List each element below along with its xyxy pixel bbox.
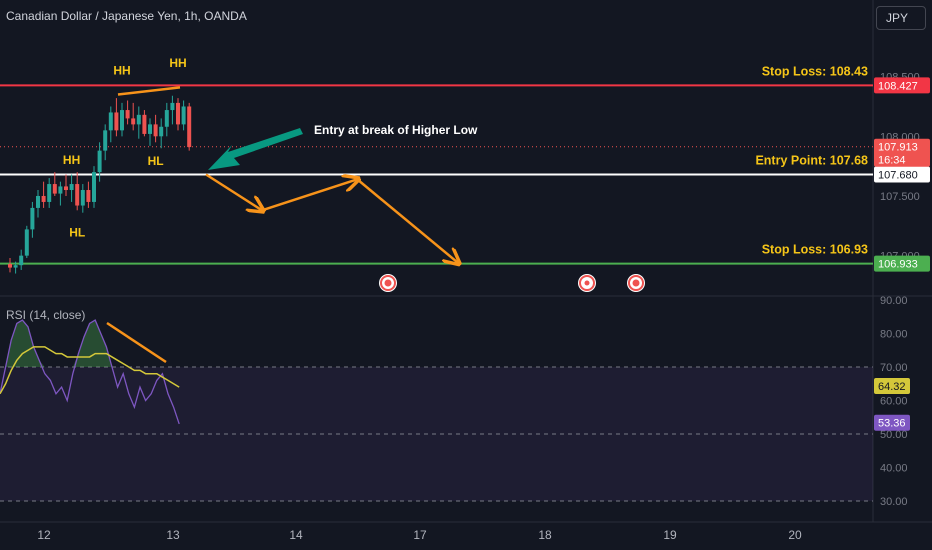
candle-body xyxy=(164,110,169,127)
japan-flag-icon xyxy=(627,274,645,292)
time-axis-tick: 14 xyxy=(289,528,303,542)
japan-flag-icon-ring xyxy=(628,275,644,291)
candle-body xyxy=(108,112,113,131)
rsi-axis-tick: 80.00 xyxy=(880,329,908,341)
rsi-value-tag-bg xyxy=(874,414,910,431)
swing-label-hh: HH xyxy=(63,153,80,167)
candle-body xyxy=(148,124,152,134)
candle-body xyxy=(86,190,91,202)
projection-arrow xyxy=(261,179,357,212)
level-tag-bg xyxy=(874,166,930,183)
candle-body xyxy=(52,184,57,194)
candle-body xyxy=(64,186,68,191)
time-axis-tick: 17 xyxy=(413,528,427,542)
entry-note: Entry at break of Higher Low xyxy=(314,123,478,137)
time-axis-tick: 13 xyxy=(166,528,180,542)
candle-body xyxy=(153,124,158,137)
time-axis-tick: 19 xyxy=(663,528,677,542)
projection-arrow xyxy=(356,178,458,263)
candle-body xyxy=(120,110,124,131)
price-axis-tick: 107.500 xyxy=(880,191,920,203)
candle-body xyxy=(92,172,96,202)
canada-flag-icon-center xyxy=(584,280,590,286)
candle-body xyxy=(159,126,164,137)
level-tag: 108.427 xyxy=(878,80,918,92)
rsi-ma-line xyxy=(0,346,180,395)
rsi-divergence-line xyxy=(106,321,167,364)
candle-body xyxy=(131,118,136,125)
symbol-title: Canadian Dollar / Japanese Yen, 1h, OAND… xyxy=(6,9,247,23)
rsi-line xyxy=(0,319,180,425)
swing-label-hh: HH xyxy=(113,63,130,77)
canada-flag-icon-ring xyxy=(579,275,595,291)
japan-flag-icon-center xyxy=(632,279,640,287)
candle-body xyxy=(97,150,102,173)
teal-arrow xyxy=(208,128,303,170)
level-tag-bg xyxy=(874,255,930,272)
candle-body xyxy=(176,102,180,125)
time-axis-tick: 18 xyxy=(538,528,552,542)
canada-flag-icon xyxy=(578,274,596,292)
candle-body xyxy=(58,186,63,194)
candle-body xyxy=(170,102,175,111)
last-price-tag: 107.913 xyxy=(878,142,918,154)
candle-body xyxy=(114,112,119,131)
candle-body xyxy=(8,264,12,268)
level-tag: 107.680 xyxy=(878,170,918,182)
rsi-axis-tick: 40.00 xyxy=(880,463,908,475)
rsi-title: RSI (14, close) xyxy=(6,308,86,322)
rsi-axis-tick: 50.00 xyxy=(880,429,908,441)
candle-body xyxy=(136,114,141,125)
rsi-ma-tag: 64.32 xyxy=(878,381,906,393)
level-tag: 106.933 xyxy=(878,259,918,271)
rsi-ma-tag-bg xyxy=(874,378,910,395)
rsi-overbought-fill xyxy=(0,320,180,367)
candle-body xyxy=(36,195,40,208)
candle-body xyxy=(142,114,147,134)
time-axis-tick: 20 xyxy=(788,528,802,542)
swing-label-hh: HH xyxy=(169,56,186,70)
candle-body xyxy=(47,184,52,202)
rsi-value-tag: 53.36 xyxy=(878,418,906,430)
swing-label-hl: HL xyxy=(148,154,164,168)
candle-body xyxy=(13,265,18,268)
rsi-axis-tick: 70.00 xyxy=(880,362,908,374)
candle-body xyxy=(125,110,130,119)
japan-flag-icon xyxy=(379,274,397,292)
top-trend-line xyxy=(117,86,181,96)
level-tag-bg xyxy=(874,77,930,94)
candle-body xyxy=(41,195,46,202)
japan-flag-icon-ring xyxy=(380,275,396,291)
candle-body xyxy=(30,207,35,230)
candle-body xyxy=(80,190,85,206)
level-label: Stop Loss: 106.93 xyxy=(762,243,868,257)
currency-button[interactable]: JPY xyxy=(876,6,926,30)
swing-label-hl: HL xyxy=(69,226,85,240)
candle-body xyxy=(103,130,108,151)
rsi-axis-tick: 30.00 xyxy=(880,496,908,508)
candle-body xyxy=(19,255,24,266)
japan-flag-icon-center xyxy=(384,279,392,287)
last-price-tag-bg xyxy=(874,138,930,167)
level-label: Stop Loss: 108.43 xyxy=(762,64,868,78)
candle-body xyxy=(181,106,186,125)
level-label: Entry Point: 107.68 xyxy=(755,154,868,168)
candle-body xyxy=(24,229,29,256)
last-price-countdown: 16:34 xyxy=(878,155,906,167)
candle-body xyxy=(187,106,192,148)
rsi-axis-tick: 60.00 xyxy=(880,396,908,408)
time-axis-tick: 12 xyxy=(37,528,51,542)
projection-arrow xyxy=(205,173,262,211)
candle-body xyxy=(75,184,80,206)
rsi-axis-tick: 90.00 xyxy=(880,295,908,307)
candle-body xyxy=(69,184,74,191)
